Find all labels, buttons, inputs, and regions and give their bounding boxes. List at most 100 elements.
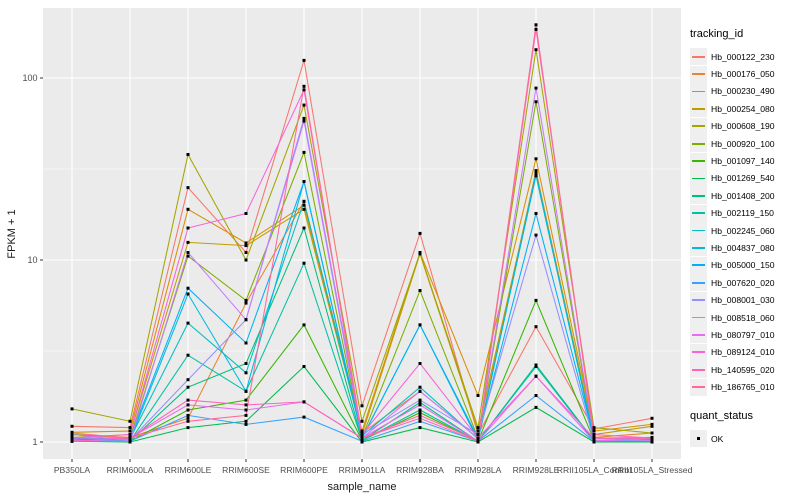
data-point <box>186 321 190 325</box>
data-point <box>244 408 248 412</box>
data-point <box>302 400 306 404</box>
legend-item-label: Hb_000122_230 <box>711 51 775 62</box>
legend-key <box>690 256 707 274</box>
data-point <box>302 58 306 62</box>
legend-item: Hb_007620_020 <box>690 274 798 292</box>
legend-key <box>690 204 707 222</box>
data-point <box>186 416 190 420</box>
data-point <box>302 88 306 92</box>
data-point <box>650 431 654 435</box>
quant-ok-key <box>690 430 707 447</box>
data-point <box>244 301 248 305</box>
data-point <box>360 419 364 423</box>
legend-item-label: Hb_004837_080 <box>711 242 775 253</box>
data-point <box>476 426 480 430</box>
legend-item: Hb_008518_060 <box>690 309 798 327</box>
x-tick-label: RRIM901LA <box>339 465 386 475</box>
data-point <box>128 433 132 436</box>
data-point <box>592 426 596 430</box>
data-point <box>592 436 596 440</box>
legend-key <box>690 222 707 240</box>
data-point <box>650 424 654 428</box>
data-point <box>302 323 306 327</box>
data-point <box>128 436 132 440</box>
legend-item-label: Hb_007620_020 <box>711 277 775 288</box>
data-point <box>186 286 190 290</box>
legend-item-label: Hb_005000_150 <box>711 260 775 271</box>
x-tick-label: RRIM928LA <box>455 465 502 475</box>
x-tick-label: RRII105LA_Stressed <box>612 465 693 475</box>
legend-item-label: Hb_186765_010 <box>711 382 775 393</box>
legend-item: Hb_001269_540 <box>690 169 798 187</box>
data-point <box>534 325 538 329</box>
legend-item-label: Hb_001097_140 <box>711 156 775 167</box>
data-point <box>244 398 248 402</box>
data-point <box>476 429 480 433</box>
legend-item: Hb_005000_150 <box>690 256 798 274</box>
legend-item: Hb_004837_080 <box>690 239 798 257</box>
legend-items-tracking-id: Hb_000122_230 Hb_000176_050 Hb_000230_490 H… <box>690 48 798 396</box>
legend-key <box>690 169 707 187</box>
data-point <box>70 431 74 435</box>
legend-item-label: Hb_002119_150 <box>711 208 774 219</box>
data-point <box>534 394 538 397</box>
legend-key <box>690 291 707 309</box>
data-point <box>476 394 480 397</box>
data-point <box>244 371 248 375</box>
data-point <box>302 103 306 107</box>
legend-key <box>690 82 707 100</box>
data-point <box>418 389 422 393</box>
data-point <box>244 403 248 407</box>
legend-item-label: Hb_000230_490 <box>711 86 775 97</box>
data-point <box>70 436 74 440</box>
data-point <box>244 212 248 215</box>
data-point <box>186 403 190 407</box>
data-point <box>244 298 248 302</box>
data-point <box>418 323 422 327</box>
data-point <box>186 353 190 357</box>
data-point <box>186 398 190 402</box>
data-point <box>302 180 306 183</box>
data-point <box>360 433 364 436</box>
data-point <box>534 212 538 215</box>
data-point <box>302 84 306 88</box>
legend-item-label: OK <box>711 433 724 444</box>
data-point <box>418 362 422 365</box>
data-point <box>534 298 538 302</box>
data-point <box>476 438 480 442</box>
data-point <box>418 403 422 407</box>
legend-key <box>690 378 707 396</box>
y-tick-label: 100 <box>22 73 37 83</box>
legend-key <box>690 326 707 344</box>
legend-key-line-icon <box>692 334 705 336</box>
legend-key-line-icon <box>692 212 705 215</box>
legend-item: Hb_002245_060 <box>690 222 798 240</box>
data-point <box>534 48 538 52</box>
y-tick-label: 10 <box>27 255 37 265</box>
data-point <box>186 419 190 423</box>
data-point <box>534 174 538 178</box>
data-point <box>186 426 190 430</box>
legend-key-line-icon <box>692 264 705 267</box>
data-point <box>186 254 190 258</box>
legend-key-line-icon <box>692 73 705 75</box>
data-point <box>302 207 306 211</box>
legend-item-ok: OK <box>690 430 798 447</box>
legend-item-label: Hb_089124_010 <box>711 347 775 358</box>
data-point <box>418 426 422 430</box>
legend-key-line-icon <box>692 177 705 180</box>
legend-key <box>690 117 707 135</box>
data-point <box>186 251 190 254</box>
legend-key <box>690 65 707 83</box>
data-point <box>592 433 596 436</box>
legend-key <box>690 309 707 327</box>
legend-item-label: Hb_000254_080 <box>711 103 775 114</box>
legend-item: Hb_140595_020 <box>690 361 798 379</box>
data-point <box>418 385 422 389</box>
legend-key-line-icon <box>692 299 705 302</box>
data-point <box>534 169 538 173</box>
legend-key-line-icon <box>692 160 705 162</box>
data-point <box>186 207 190 211</box>
data-point <box>244 341 248 345</box>
legend-item: Hb_080797_010 <box>690 326 798 344</box>
